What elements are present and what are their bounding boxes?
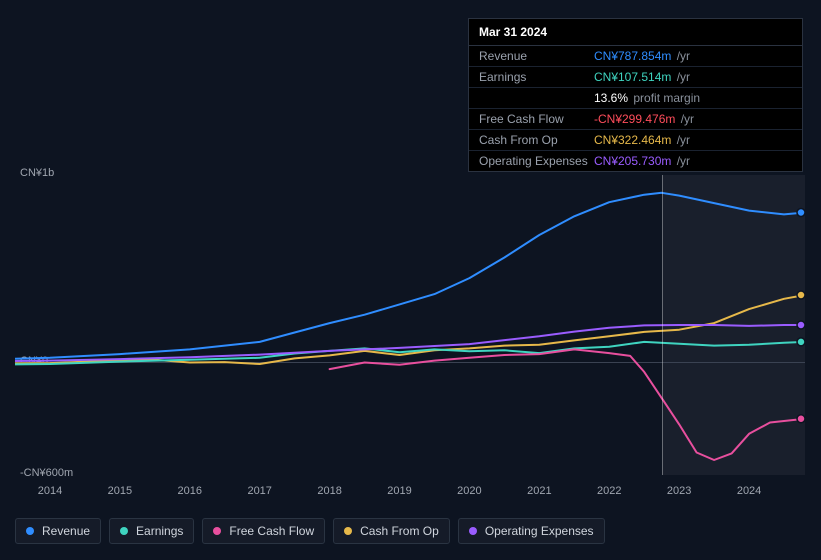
legend-dot-icon [26, 527, 34, 535]
legend-label: Revenue [42, 524, 90, 538]
legend-item-opex[interactable]: Operating Expenses [458, 518, 605, 544]
tooltip-row-value: -CN¥299.476m /yr [594, 112, 694, 126]
tooltip-row-value: CN¥787.854m /yr [594, 49, 690, 63]
tooltip-row-label: Free Cash Flow [479, 112, 594, 126]
tooltip-header: Mar 31 2024 [469, 19, 802, 46]
legend-label: Free Cash Flow [229, 524, 314, 538]
chart-container: Mar 31 2024 RevenueCN¥787.854m /yrEarnin… [0, 0, 821, 560]
tooltip-row: Operating ExpensesCN¥205.730m /yr [469, 151, 802, 171]
tooltip-row-value: CN¥322.464m /yr [594, 133, 690, 147]
legend-item-revenue[interactable]: Revenue [15, 518, 101, 544]
tooltip-row: 13.6% profit margin [469, 88, 802, 109]
x-tick-label: 2015 [108, 485, 132, 497]
chart-tooltip: Mar 31 2024 RevenueCN¥787.854m /yrEarnin… [468, 18, 803, 172]
x-tick-label: 2016 [178, 485, 202, 497]
tooltip-row: RevenueCN¥787.854m /yr [469, 46, 802, 67]
legend-item-fcf[interactable]: Free Cash Flow [202, 518, 325, 544]
tooltip-row-label: Cash From Op [479, 133, 594, 147]
tooltip-row-value: CN¥205.730m /yr [594, 154, 690, 168]
x-tick-label: 2020 [457, 485, 481, 497]
legend-dot-icon [213, 527, 221, 535]
tooltip-row: Free Cash Flow-CN¥299.476m /yr [469, 109, 802, 130]
chart-legend: Revenue Earnings Free Cash Flow Cash From O… [15, 518, 605, 544]
legend-dot-icon [344, 527, 352, 535]
tooltip-row-value: CN¥107.514m /yr [594, 70, 690, 84]
x-tick-label: 2024 [737, 485, 761, 497]
x-tick-label: 2018 [317, 485, 341, 497]
tooltip-row: Cash From OpCN¥322.464m /yr [469, 130, 802, 151]
legend-label: Operating Expenses [485, 524, 594, 538]
legend-dot-icon [120, 527, 128, 535]
tooltip-row-label: Earnings [479, 70, 594, 84]
x-tick-label: 2023 [667, 485, 691, 497]
x-tick-label: 2019 [387, 485, 411, 497]
x-tick-label: 2017 [247, 485, 271, 497]
tooltip-rows: RevenueCN¥787.854m /yrEarningsCN¥107.514… [469, 46, 802, 171]
legend-item-earnings[interactable]: Earnings [109, 518, 194, 544]
tooltip-row-label [479, 91, 594, 105]
line-chart[interactable] [15, 175, 805, 475]
x-tick-label: 2014 [38, 485, 62, 497]
vertical-marker-line [662, 175, 663, 475]
legend-label: Earnings [136, 524, 183, 538]
tooltip-row-label: Revenue [479, 49, 594, 63]
tooltip-row-value: 13.6% profit margin [594, 91, 700, 105]
x-tick-label: 2021 [527, 485, 551, 497]
legend-dot-icon [469, 527, 477, 535]
x-tick-label: 2022 [597, 485, 621, 497]
legend-item-cash_from_op[interactable]: Cash From Op [333, 518, 450, 544]
legend-label: Cash From Op [360, 524, 439, 538]
tooltip-row: EarningsCN¥107.514m /yr [469, 67, 802, 88]
tooltip-row-label: Operating Expenses [479, 154, 594, 168]
